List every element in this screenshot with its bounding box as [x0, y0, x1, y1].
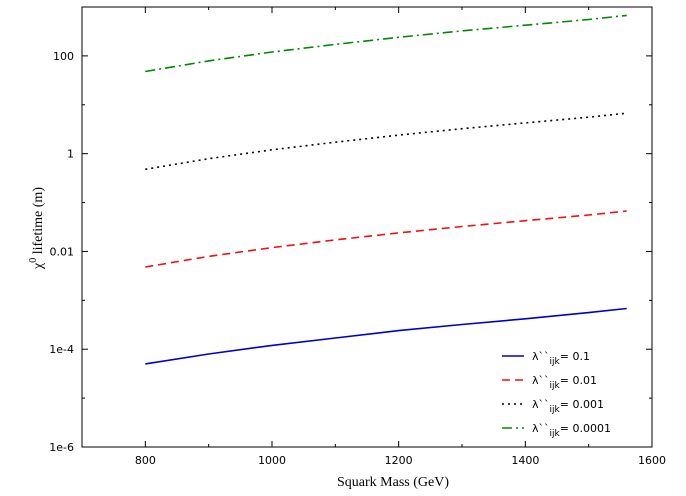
- legend-label-subscript: ijk: [550, 405, 561, 415]
- legend-label-value: = 0.01: [560, 374, 597, 387]
- legend-label-prefix: λ``: [532, 422, 550, 435]
- legend-label-prefix: λ``: [532, 398, 550, 411]
- legend-label-1: λ``ijk= 0.1: [532, 350, 590, 367]
- y-tick-label: 1e-6: [49, 441, 74, 454]
- x-axis-title: Squark Mass (GeV): [337, 475, 449, 490]
- series-line-2: [145, 210, 627, 268]
- y-tick-label: 1e-4: [49, 343, 74, 356]
- x-tick-label: 1000: [258, 454, 286, 467]
- series-line-1: [145, 307, 627, 365]
- y-axis-title: χ0 lifetime (m): [28, 187, 46, 270]
- y-tick-label: 100: [53, 50, 74, 63]
- legend-label-value: = 0.1: [560, 350, 590, 363]
- y-tick-label: 1: [67, 148, 74, 161]
- legend-label-subscript: ijk: [550, 429, 561, 439]
- series-line-4: [145, 14, 627, 73]
- y-axis-superscript: 0: [28, 258, 39, 263]
- legend-label-prefix: λ``: [532, 374, 550, 387]
- y-tick-label: 0.01: [50, 245, 75, 258]
- y-axis-text: lifetime (m): [31, 187, 46, 258]
- series-lines: [145, 14, 627, 365]
- legend-label-3: λ``ijk= 0.001: [532, 398, 604, 415]
- x-tick-label: 1200: [385, 454, 413, 467]
- x-tick-label: 1400: [511, 454, 539, 467]
- plot-frame: [81, 6, 653, 448]
- x-tick-label: 800: [135, 454, 156, 467]
- legend-label-2: λ``ijk= 0.01: [532, 374, 597, 391]
- legend-label-value: = 0.0001: [560, 422, 611, 435]
- plot-area: [81, 6, 653, 448]
- legend-label-subscript: ijk: [550, 381, 561, 391]
- legend-label-4: λ``ijk= 0.0001: [532, 422, 611, 439]
- legend-label-subscript: ijk: [550, 357, 561, 367]
- legend-label-prefix: λ``: [532, 350, 550, 363]
- legend-label-value: = 0.001: [560, 398, 604, 411]
- x-tick-label: 1600: [638, 454, 666, 467]
- legend: λ``ijk= 0.1λ``ijk= 0.01λ``ijk= 0.001λ``i…: [502, 350, 611, 439]
- series-line-3: [145, 112, 627, 171]
- y-axis-symbol: χ: [31, 262, 46, 270]
- axis-ticks: 800 1000 1200 1400 1600 1e-6 1e-4 0.01 1 100: [49, 6, 666, 467]
